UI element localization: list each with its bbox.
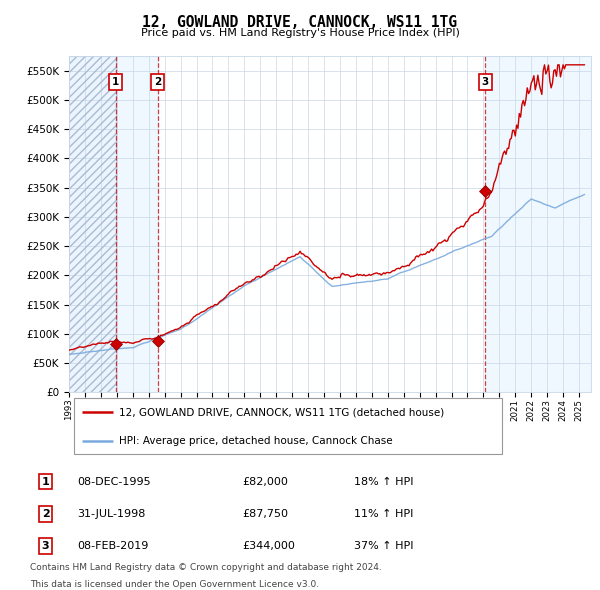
Text: £82,000: £82,000 — [242, 477, 288, 487]
Text: Contains HM Land Registry data © Crown copyright and database right 2024.: Contains HM Land Registry data © Crown c… — [30, 563, 382, 572]
Text: 1: 1 — [112, 77, 119, 87]
Text: 37% ↑ HPI: 37% ↑ HPI — [353, 541, 413, 551]
Text: 1: 1 — [42, 477, 49, 487]
Text: 3: 3 — [42, 541, 49, 551]
Text: HPI: Average price, detached house, Cannock Chase: HPI: Average price, detached house, Cann… — [119, 435, 392, 445]
Bar — [485, 56, 591, 392]
Text: 08-DEC-1995: 08-DEC-1995 — [77, 477, 151, 487]
Text: 12, GOWLAND DRIVE, CANNOCK, WS11 1TG: 12, GOWLAND DRIVE, CANNOCK, WS11 1TG — [143, 15, 458, 30]
Text: 31-JUL-1998: 31-JUL-1998 — [77, 509, 146, 519]
Text: Price paid vs. HM Land Registry's House Price Index (HPI): Price paid vs. HM Land Registry's House … — [140, 28, 460, 38]
Text: 11% ↑ HPI: 11% ↑ HPI — [353, 509, 413, 519]
Text: This data is licensed under the Open Government Licence v3.0.: This data is licensed under the Open Gov… — [30, 580, 319, 589]
Text: £344,000: £344,000 — [242, 541, 295, 551]
Text: 12, GOWLAND DRIVE, CANNOCK, WS11 1TG (detached house): 12, GOWLAND DRIVE, CANNOCK, WS11 1TG (de… — [119, 407, 444, 417]
Bar — [69, 56, 116, 392]
Text: 08-FEB-2019: 08-FEB-2019 — [77, 541, 149, 551]
FancyBboxPatch shape — [74, 398, 502, 454]
Bar — [116, 56, 158, 392]
Bar — [69, 56, 116, 392]
Text: 3: 3 — [482, 77, 489, 87]
Text: 18% ↑ HPI: 18% ↑ HPI — [353, 477, 413, 487]
Text: 2: 2 — [42, 509, 49, 519]
Text: 2: 2 — [154, 77, 161, 87]
Text: £87,750: £87,750 — [242, 509, 288, 519]
